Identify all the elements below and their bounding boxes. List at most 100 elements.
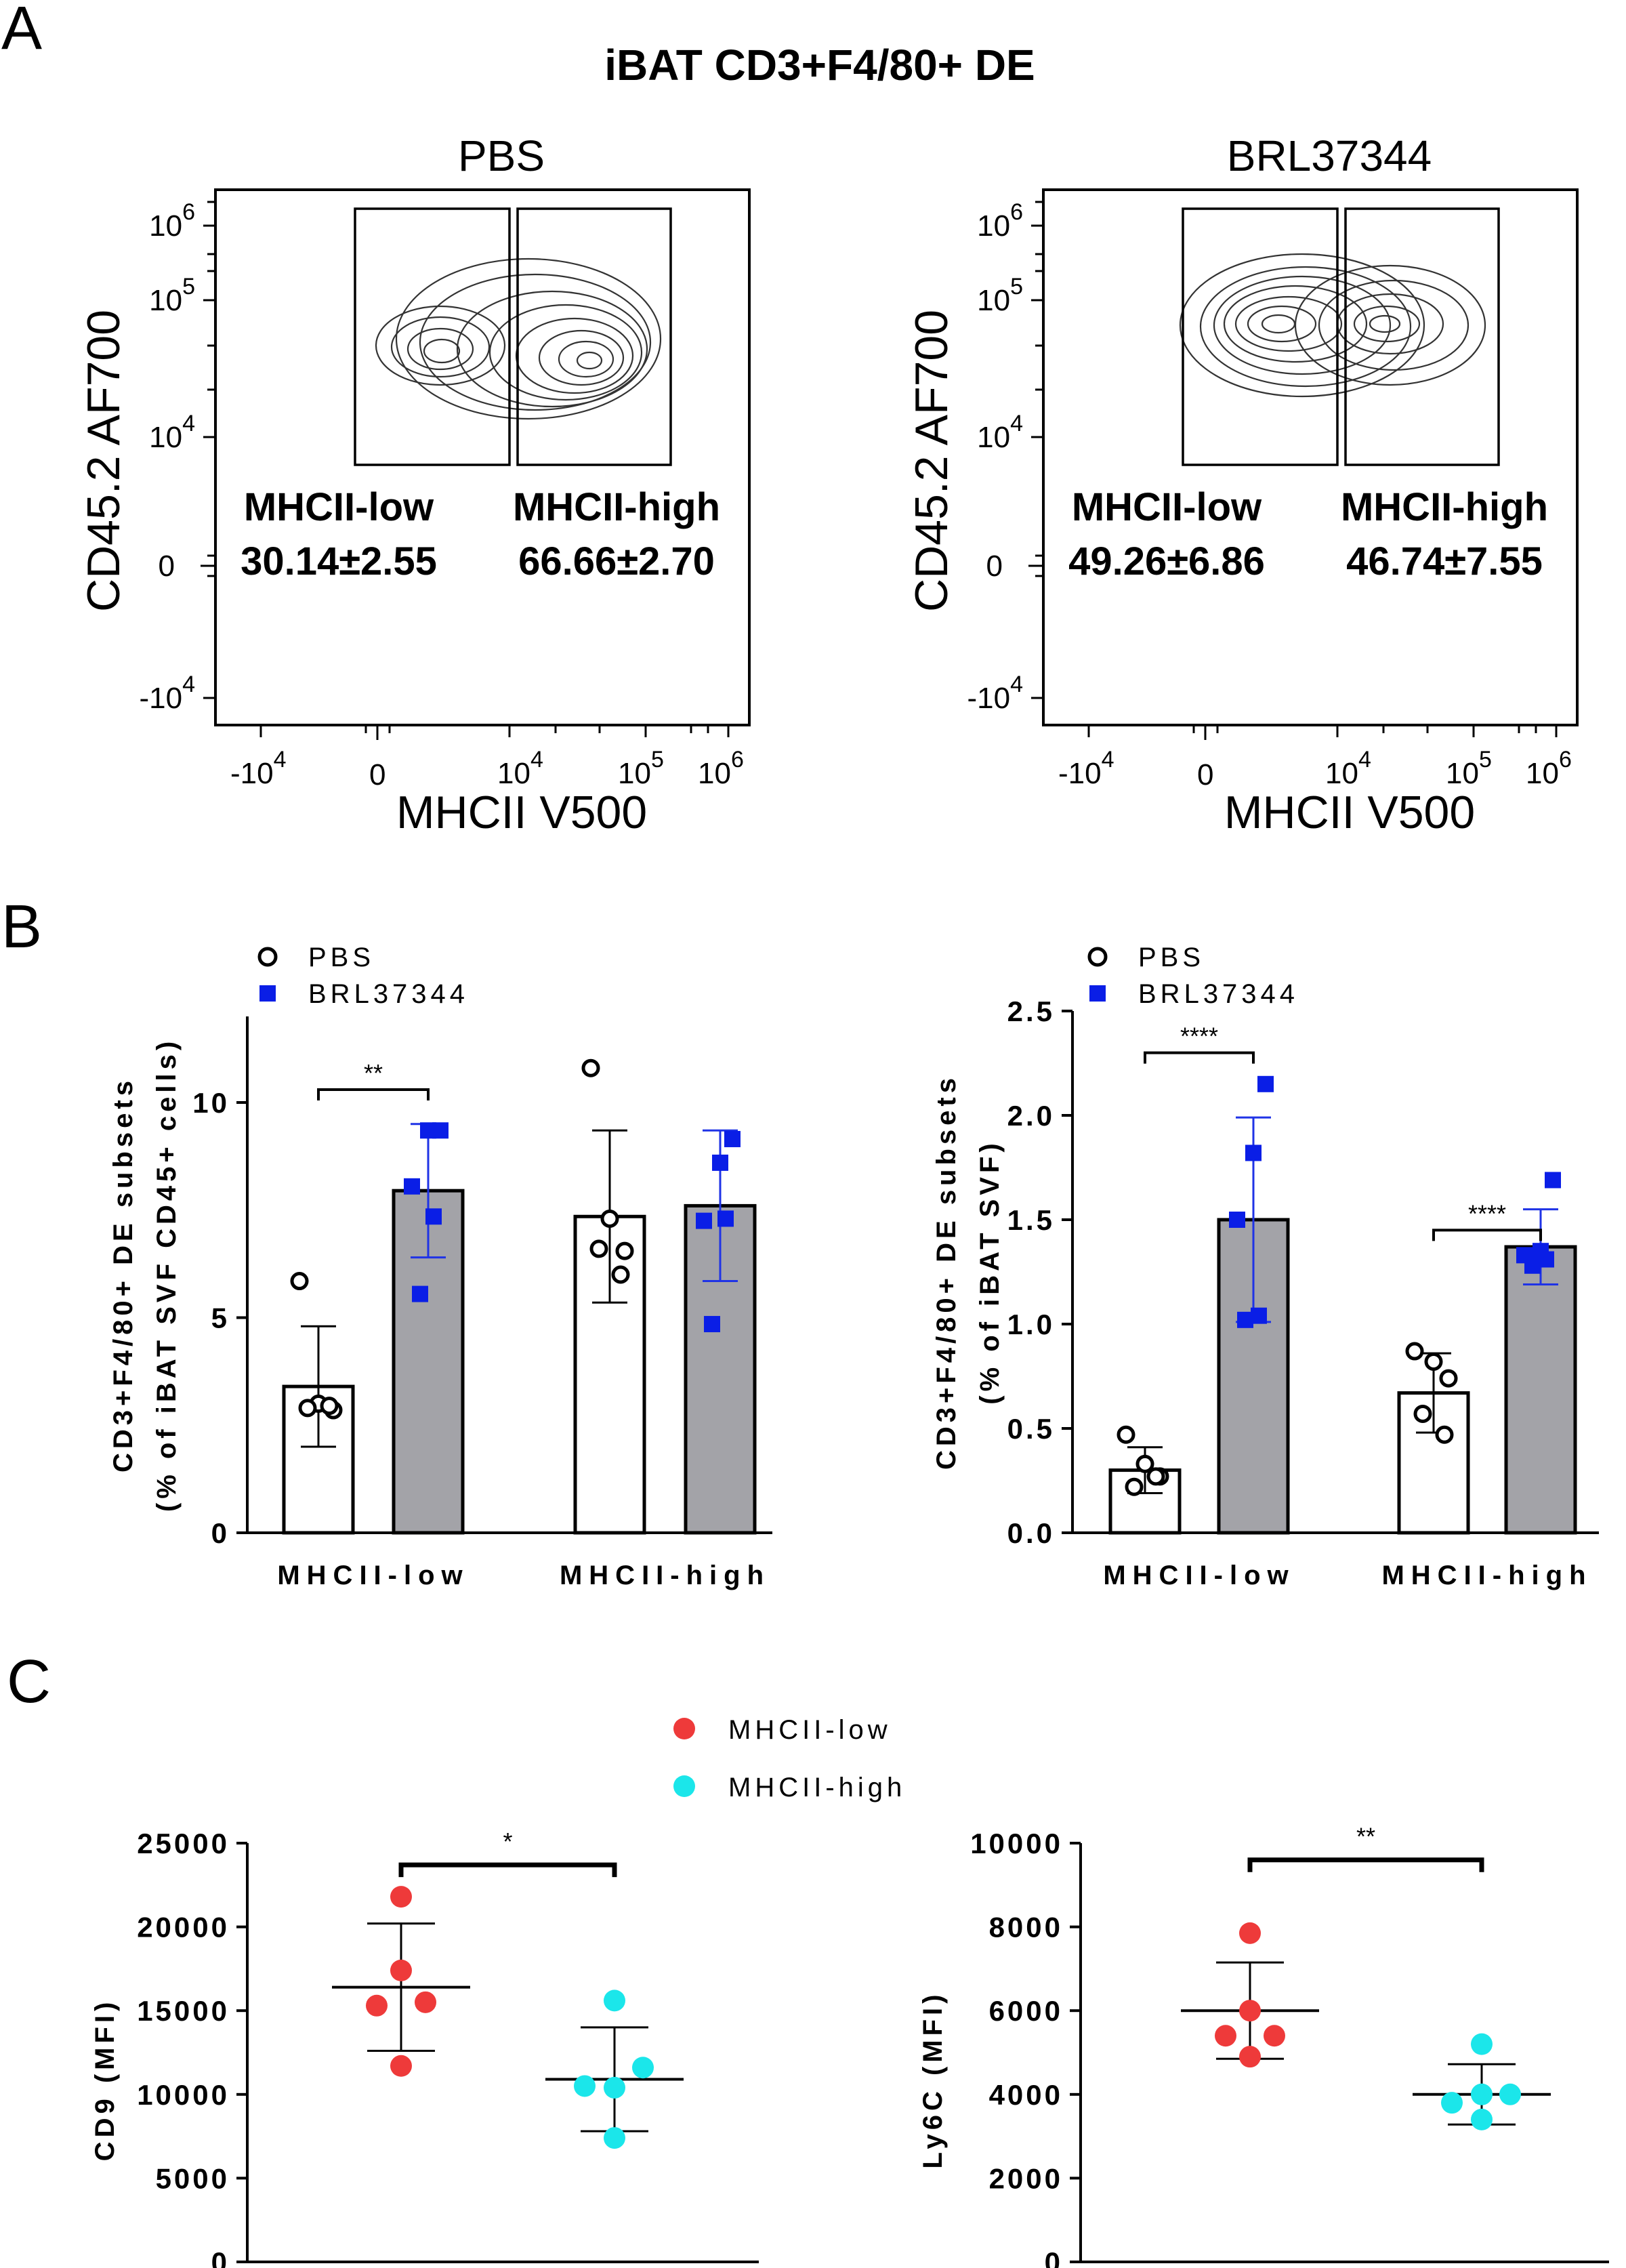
flow-x-tick-labels: -104 0 104 105 106 (1058, 747, 1572, 791)
data-point-pbs (1135, 1454, 1154, 1473)
data-point-mhcii-high (604, 2127, 625, 2149)
flow-plot-pbs: PBS CD45.2 AF700 MHCII V500 (78, 131, 751, 838)
gate-label: MHCII-low (244, 485, 434, 529)
bar-brl37344 (684, 1203, 757, 1535)
data-point-brl37344 (420, 1122, 436, 1139)
data-point-pbs (1413, 1404, 1432, 1423)
data-point-brl37344 (712, 1154, 728, 1171)
y-axis-label: CD3+F4/80+ DE subsets (% of iBAT SVF) (932, 1074, 1005, 1470)
flow-y-tick-0: 0 (159, 550, 175, 583)
data-point-mhcii-low (1215, 2025, 1236, 2047)
bar-chart-b1: 0 5 10 CD3+F4/80+ DE subsets (% of iBAT SVF … (108, 943, 772, 1590)
data-point-brl37344 (1245, 1145, 1262, 1161)
data-point-pbs (600, 1209, 619, 1228)
gate-value: 49.26±6.86 (1068, 539, 1265, 583)
legend-label-mhcii-high: MHCII-high (728, 1773, 906, 1802)
flow-plot-frame (214, 188, 751, 726)
y-tick-label: 25000 (137, 1828, 230, 1859)
y-tick-label: 8000 (989, 1912, 1063, 1943)
gate-label: MHCII-low (1072, 485, 1262, 529)
legend-marker-mhcii-high (673, 1775, 695, 1797)
panel-a-label: A (1, 0, 42, 62)
flow-plot-brl37344: BRL37344 CD45.2 AF700 MHCII V500 (906, 131, 1579, 838)
y-axis-label: Ly6C (MFI) (918, 1991, 948, 2169)
data-point-mhcii-low (1264, 2025, 1285, 2047)
y-axis-label: CD9 (MFI) (90, 1998, 120, 2162)
legend-marker-pbs (257, 947, 278, 967)
data-point-mhcii-high (574, 2075, 596, 2097)
data-point-mhcii-low (1239, 2000, 1261, 2022)
data-point-pbs (615, 1241, 634, 1260)
x-tick-label: MHCII-low (1103, 1561, 1295, 1590)
data-point-mhcii-low (1239, 2046, 1261, 2068)
data-point-mhcii-low (390, 1959, 412, 1981)
significance-label: **** (1180, 1023, 1218, 1050)
flow-y-tick-1e5: 105 (977, 274, 1023, 317)
significance-bracket (1247, 1857, 1484, 1872)
flow-x-axis-label: MHCII V500 (1224, 787, 1475, 838)
gate-value: 66.66±2.70 (518, 539, 715, 583)
data-point-pbs (1405, 1342, 1424, 1361)
flow-y-tick-neg1e4: -104 (967, 672, 1023, 715)
data-point-mhcii-high (1471, 2108, 1493, 2130)
data-point-brl37344 (696, 1212, 712, 1229)
flow-x-tick-0: 0 (369, 758, 385, 791)
flow-x-axis-label: MHCII V500 (396, 787, 647, 838)
y-tick-label: 5000 (156, 2162, 230, 2194)
data-point-brl37344 (425, 1208, 442, 1225)
flow-plot-title: PBS (458, 131, 545, 180)
flow-x-tick-0: 0 (1197, 758, 1213, 791)
y-tick-label: 10000 (137, 2079, 230, 2111)
flow-x-tick-neg1e4: -104 (230, 747, 287, 790)
panel-c-label: C (7, 1648, 51, 1716)
legend-marker-pbs (1087, 947, 1108, 967)
scatter-chart-c2: 0 2000 4000 6000 8000 10000 Ly6C (MFI) ** (918, 1823, 1609, 2268)
data-point-brl37344 (1524, 1257, 1541, 1274)
flow-y-axis-label: CD45.2 AF700 (78, 310, 129, 612)
data-point-pbs (290, 1272, 309, 1291)
flow-x-tick-neg1e4: -104 (1058, 747, 1114, 790)
panel-a-title: iBAT CD3+F4/80+ DE (604, 41, 1035, 89)
data-point-pbs (320, 1397, 339, 1416)
panel-c-legend: MHCII-low MHCII-high (673, 1715, 906, 1802)
flow-plot-frame (1042, 188, 1579, 726)
y-tick-label: 0.5 (1007, 1413, 1055, 1445)
flow-x-tick-labels: -104 0 104 105 106 (230, 747, 744, 791)
legend-label-pbs: PBS (308, 943, 375, 972)
flow-y-tick-1e4: 104 (977, 411, 1023, 454)
flow-x-tick-1e5: 105 (618, 747, 664, 790)
significance-label: ** (1356, 1823, 1375, 1851)
flow-y-ticks (1028, 201, 1043, 699)
bar-brl37344 (1504, 1245, 1577, 1535)
data-point-mhcii-low (415, 1991, 436, 2013)
data-point-mhcii-low (390, 1886, 412, 1908)
data-point-pbs (1439, 1369, 1458, 1388)
data-point-brl37344 (704, 1316, 720, 1333)
panel-a: A iBAT CD3+F4/80+ DE PBS CD45.2 AF700 MH… (1, 0, 1579, 838)
y-axis-label: CD3+F4/80+ DE subsets (% of iBAT SVF CD45… (108, 1037, 182, 1512)
flow-x-tick-1e5: 105 (1446, 747, 1492, 790)
data-point-mhcii-high (604, 1989, 625, 2012)
y-tick-label: 2.5 (1007, 995, 1055, 1027)
y-tick-label: 10000 (970, 1828, 1063, 1859)
data-point-pbs (1435, 1425, 1454, 1444)
y-tick-label: 6000 (989, 1995, 1063, 2027)
y-tick-label: 2.0 (1007, 1100, 1055, 1132)
data-point-mhcii-low (366, 1994, 388, 2017)
flow-contours (375, 257, 662, 420)
data-point-mhcii-high (1471, 2083, 1493, 2105)
flow-y-tick-1e5: 105 (149, 274, 195, 317)
legend-marker-brl37344 (259, 985, 276, 1002)
significance-bracket (317, 1088, 430, 1100)
legend-label-brl37344: BRL37344 (1138, 979, 1299, 1009)
gate-value: 30.14±2.55 (241, 539, 437, 583)
data-point-brl37344 (404, 1178, 420, 1195)
legend-label-mhcii-low: MHCII-low (728, 1715, 892, 1745)
data-point-mhcii-high (604, 2076, 625, 2099)
data-point-mhcii-high (1471, 2033, 1493, 2055)
flow-y-tick-labels: 106 105 104 0 -104 (139, 199, 195, 715)
x-tick-label: MHCII-high (1381, 1561, 1592, 1590)
flow-x-tick-1e4: 104 (497, 747, 543, 790)
data-point-brl37344 (724, 1130, 741, 1147)
